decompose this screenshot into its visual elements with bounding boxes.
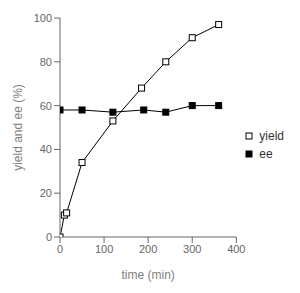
html-text:yield: yield [259, 128, 284, 143]
svg-text:80: 80 [40, 56, 52, 68]
html-text:ee: ee [259, 146, 273, 161]
svg-text:yield and ee (%): yield and ee (%) [11, 84, 25, 171]
svg-text:100: 100 [95, 243, 113, 255]
svg-text:400: 400 [227, 243, 245, 255]
svg-text:300: 300 [183, 243, 201, 255]
svg-text:20: 20 [40, 187, 52, 199]
svg-text:0: 0 [57, 243, 63, 255]
svg-text:200: 200 [139, 243, 157, 255]
svg-text:0: 0 [46, 231, 52, 243]
svg-text:40: 40 [40, 143, 52, 155]
svg-text:time (min): time (min) [121, 268, 174, 282]
svg-text:60: 60 [40, 100, 52, 112]
svg-text:100: 100 [34, 12, 52, 24]
